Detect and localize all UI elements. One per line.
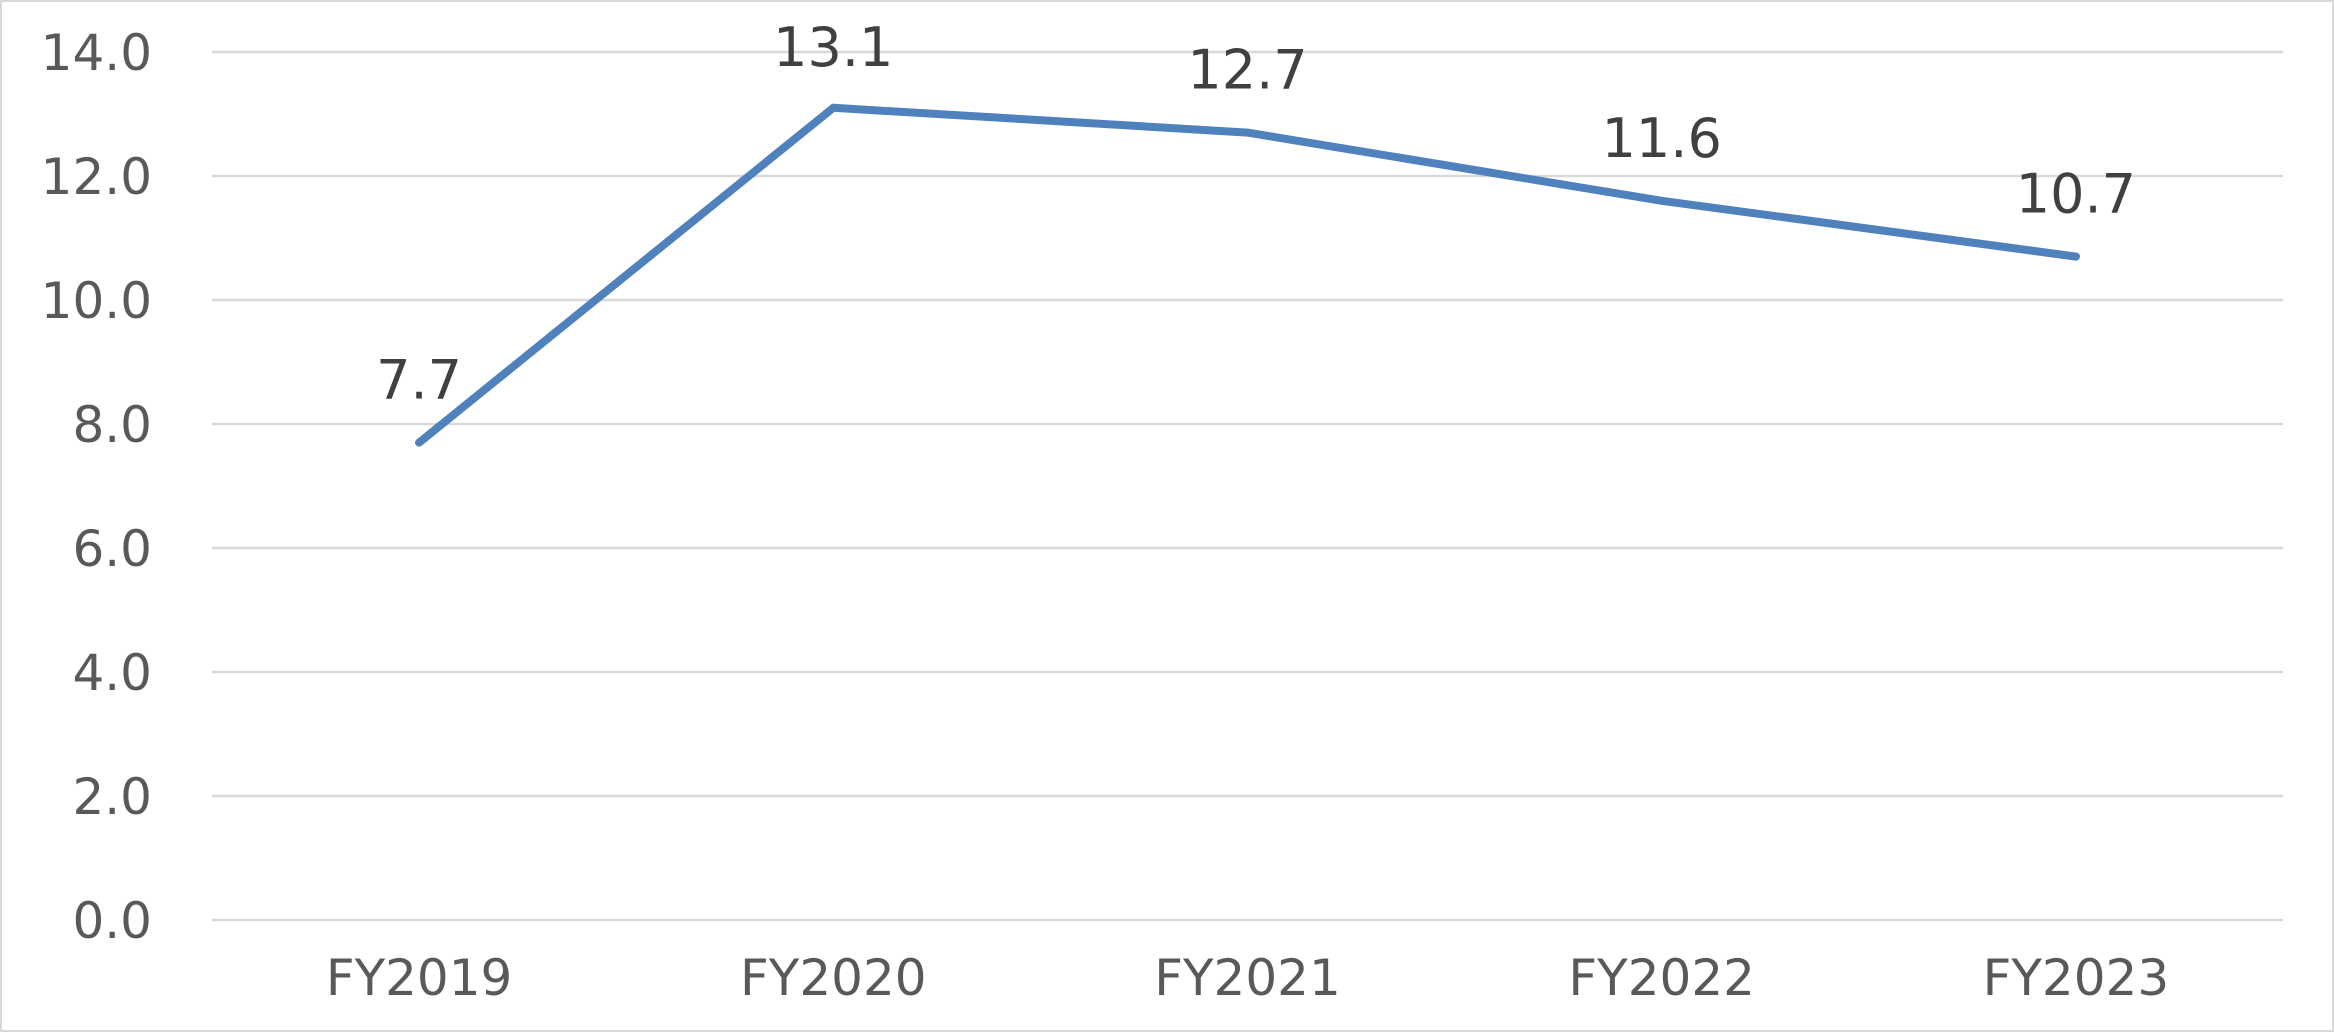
data-point [2071,252,2080,261]
y-axis: 0.0 2.0 4.0 6.0 8.0 10.0 12.0 14.0 [41,24,152,950]
data-label: 11.6 [1602,107,1722,170]
y-tick-label: 4.0 [72,644,152,702]
data-labels: 7.7 13.1 12.7 11.6 10.7 [376,16,2136,412]
data-label: 13.1 [773,16,893,79]
series-layer [415,103,2080,447]
gridlines [212,50,2283,922]
x-tick-label: FY2021 [1154,949,1341,1007]
x-tick-label: FY2019 [326,949,513,1007]
data-point [1243,128,1252,137]
x-tick-label: FY2020 [740,949,927,1007]
data-point [1657,196,1666,205]
y-tick-label: 10.0 [41,272,152,330]
x-tick-label: FY2022 [1568,949,1755,1007]
x-axis: FY2019 FY2020 FY2021 FY2022 FY2023 [326,949,2169,1007]
data-point [829,103,838,112]
y-tick-label: 14.0 [41,24,152,82]
x-tick-label: FY2023 [1983,949,2170,1007]
y-tick-label: 0.0 [72,892,152,950]
data-label: 10.7 [2016,163,2136,226]
data-point [415,438,424,447]
series-line [415,103,2080,447]
y-tick-label: 12.0 [41,148,152,206]
data-label: 7.7 [376,349,462,412]
y-tick-label: 6.0 [72,520,152,578]
data-label: 12.7 [1187,39,1307,102]
y-tick-label: 2.0 [72,768,152,826]
y-tick-label: 8.0 [72,396,152,454]
